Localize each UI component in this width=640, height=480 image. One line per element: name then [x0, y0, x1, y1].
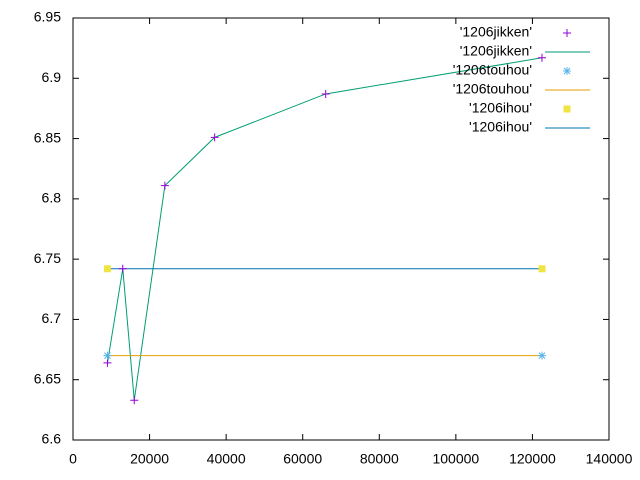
point: [538, 265, 546, 273]
y-tick-label: 6.65: [34, 370, 61, 386]
point: [103, 358, 112, 367]
x-tick-label: 100000: [432, 451, 479, 467]
legend-label: '1206jikken': [460, 24, 532, 40]
point: [160, 181, 169, 190]
point: [210, 133, 219, 142]
point: [130, 396, 139, 405]
x-tick-label: 120000: [509, 451, 556, 467]
x-tick-label: 140000: [586, 451, 633, 467]
legend-swatch: [563, 29, 571, 37]
legend-swatch: [563, 105, 571, 113]
x-tick-label: 80000: [360, 451, 399, 467]
y-tick-label: 6.75: [34, 250, 61, 266]
legend-label: '1206touhou': [453, 81, 532, 97]
plot-border: [72, 17, 610, 441]
legend-swatch: [563, 67, 571, 75]
y-tick-label: 6.95: [34, 9, 61, 25]
y-tick-label: 6.6: [42, 431, 62, 447]
legend-label: '1206ihou': [469, 119, 532, 135]
x-tick-label: 40000: [207, 451, 246, 467]
x-tick-label: 60000: [283, 451, 322, 467]
y-tick-label: 6.8: [42, 190, 62, 206]
y-tick-label: 6.7: [42, 310, 62, 326]
point: [103, 351, 112, 360]
point: [321, 89, 330, 98]
y-tick-label: 6.85: [34, 129, 61, 145]
legend-label: '1206touhou': [453, 62, 532, 78]
x-tick-label: 0: [69, 451, 77, 467]
point: [538, 53, 546, 62]
point: [103, 265, 111, 273]
point: [118, 264, 127, 273]
point: [538, 351, 546, 360]
x-tick-label: 20000: [130, 451, 169, 467]
y-tick-label: 6.9: [42, 69, 62, 85]
legend-label: '1206ihou': [469, 100, 532, 116]
legend-label: '1206jikken': [460, 43, 532, 59]
